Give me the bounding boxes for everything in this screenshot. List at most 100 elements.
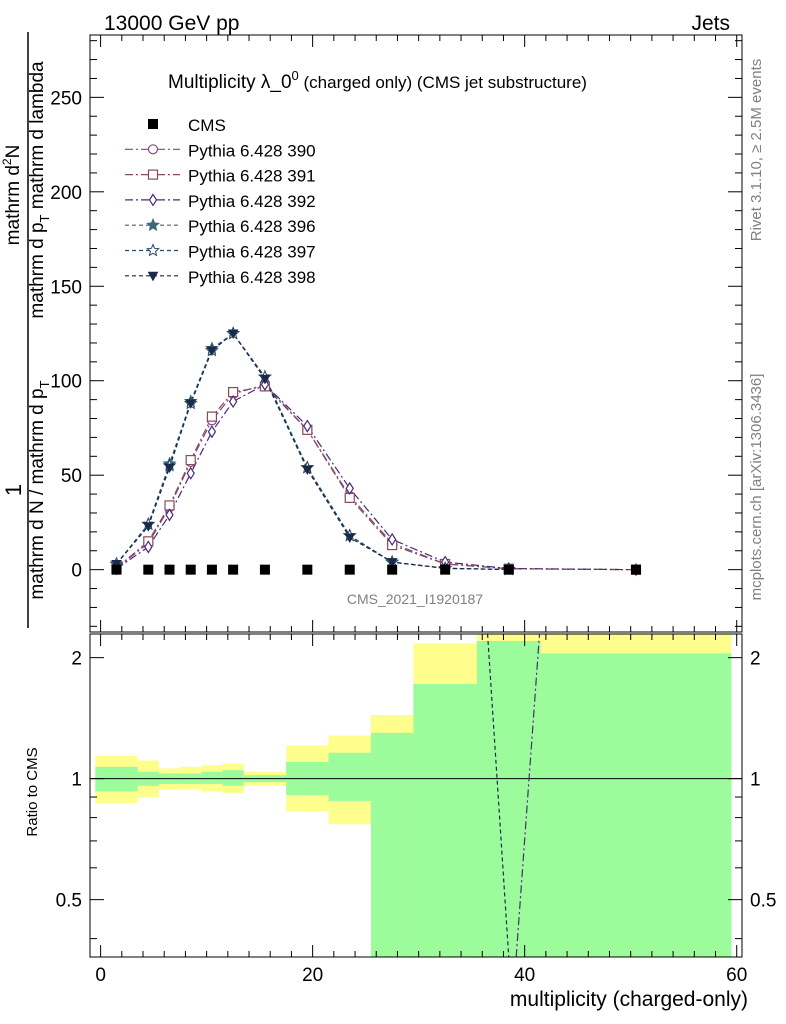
mcplots-label: mcplots.cern.ch [arXiv:1306.3436] bbox=[748, 374, 765, 601]
series-5-point-2 bbox=[164, 463, 175, 474]
ylabel-dp-sub: T bbox=[37, 214, 52, 222]
series-5-point-3 bbox=[185, 399, 197, 409]
cms-point-7 bbox=[302, 564, 313, 575]
ratio-stat-band-8 bbox=[328, 752, 371, 801]
ylabel-d2n-rest: N bbox=[3, 145, 24, 159]
legend-marker-2 bbox=[148, 193, 158, 207]
ratio-ytick-label-right-2: 2 bbox=[750, 649, 761, 670]
ylabel-d2n: mathrm d2N bbox=[0, 145, 24, 246]
series-line-1 bbox=[116, 385, 636, 571]
legend-label-1: Pythia 6.428 391 bbox=[188, 167, 316, 186]
series-2-point-8 bbox=[345, 481, 354, 496]
legend-label-3: Pythia 6.428 396 bbox=[188, 217, 316, 236]
cms-point-11 bbox=[503, 564, 514, 575]
ratio-stat-band-4 bbox=[201, 771, 223, 784]
series-2-point-7 bbox=[303, 419, 312, 433]
main-ytick-label-200: 200 bbox=[50, 183, 82, 204]
ratio-ytick-label-left-0.5: 0.5 bbox=[56, 891, 82, 912]
series-5-point-9 bbox=[386, 558, 398, 568]
analysis-watermark: CMS_2021_I1920187 bbox=[347, 591, 483, 607]
cms-point-12 bbox=[630, 564, 641, 575]
series-1-point-3 bbox=[185, 454, 196, 466]
legend-marker-3 bbox=[146, 217, 160, 232]
legend-marker-5 bbox=[147, 271, 159, 282]
x-tick-label-20: 20 bbox=[302, 965, 323, 986]
legend-label-4: Pythia 6.428 397 bbox=[188, 243, 316, 262]
rivet-label: Rivet 3.1.10, ≥ 2.5M events bbox=[748, 59, 765, 242]
cms-point-1 bbox=[143, 564, 154, 575]
ylabel-denominator-text: mathrm d N / mathrm d p bbox=[27, 388, 48, 599]
series-2-point-2 bbox=[165, 508, 174, 522]
legend-marker-4 bbox=[146, 243, 160, 257]
series-5-point-1 bbox=[142, 522, 154, 532]
ratio-frame bbox=[89, 633, 743, 958]
legend-marker-cms bbox=[148, 119, 158, 129]
cms-point-0 bbox=[111, 564, 122, 575]
series-2-point-6 bbox=[260, 377, 270, 392]
ratio-ytick-label-left-2: 2 bbox=[71, 649, 82, 670]
series-5-point-7 bbox=[301, 465, 313, 476]
series-5-point-5 bbox=[227, 329, 239, 340]
legend-marker-1 bbox=[147, 169, 159, 180]
header-left-text: 13000 GeV pp bbox=[104, 12, 239, 35]
series-line-2 bbox=[116, 383, 636, 571]
ratio-mc-line-1 bbox=[515, 633, 541, 958]
plot-title: Multiplicity λ_00 (charged only) (CMS je… bbox=[168, 68, 587, 93]
ratio-ytick-label-left-1: 1 bbox=[71, 770, 82, 791]
cms-point-4 bbox=[206, 564, 217, 575]
ylabel-dlambda: mathrm d lambda bbox=[27, 61, 48, 215]
plot-title-sup: 0 bbox=[292, 68, 299, 83]
legend-marker-0 bbox=[147, 144, 159, 155]
ratio-ytick-label-right-1: 1 bbox=[750, 770, 761, 791]
main-plot: 0 50 100 150 200 250 CMS Pythia 6.428 390 Pythia… bbox=[50, 34, 743, 633]
ratio-plot: 0 20 40 60 0.5 0.5 1 1 2 2 bbox=[56, 633, 776, 986]
series-line-0 bbox=[116, 383, 636, 571]
legend-label-5: Pythia 6.428 398 bbox=[188, 268, 316, 287]
legend-label-cms: CMS bbox=[188, 116, 226, 135]
x-tick-label-0: 0 bbox=[95, 965, 106, 986]
header-right-text: Jets bbox=[691, 12, 730, 35]
series-5-point-6 bbox=[259, 374, 271, 385]
ratio-stat-band-9 bbox=[370, 732, 414, 957]
series-2-point-5 bbox=[228, 394, 238, 409]
series-5-point-8 bbox=[344, 533, 356, 544]
cms-point-10 bbox=[440, 564, 451, 575]
cms-point-5 bbox=[228, 564, 239, 575]
main-ytick-label-100: 100 bbox=[50, 372, 82, 393]
series-1-point-4 bbox=[206, 411, 218, 422]
legend-label-0: Pythia 6.428 390 bbox=[188, 141, 316, 160]
cms-point-3 bbox=[185, 564, 196, 575]
main-ytick-label-50: 50 bbox=[61, 466, 82, 487]
series-2-point-9 bbox=[387, 532, 397, 547]
ylabel-numerator-1: 1 bbox=[1, 484, 26, 496]
ylabel-denominator-sub: T bbox=[37, 380, 52, 388]
x-tick-label-60: 60 bbox=[726, 965, 747, 986]
main-y-axis-label: 1 mathrm d N / mathrm d pT mathrm d2N ma… bbox=[0, 32, 52, 628]
cms-point-8 bbox=[344, 564, 355, 575]
series-5-point-4 bbox=[206, 346, 218, 357]
cms-point-2 bbox=[164, 564, 175, 575]
ylabel-dp-dlambda: mathrm d pT mathrm d lambda bbox=[27, 61, 52, 319]
main-ytick-label-150: 150 bbox=[50, 277, 82, 298]
x-axis-label: multiplicity (charged-only) bbox=[510, 988, 748, 1011]
ylabel-d2n-prefix: mathrm d bbox=[3, 165, 24, 245]
legend-label-2: Pythia 6.428 392 bbox=[188, 192, 316, 211]
series-line-5 bbox=[116, 332, 509, 571]
ratio-mc-line-0 bbox=[486, 633, 510, 958]
series-5-point-0 bbox=[111, 559, 122, 570]
ylabel-denominator: mathrm d N / mathrm d pT bbox=[27, 380, 52, 599]
ylabel-dp: mathrm d p bbox=[27, 222, 48, 318]
main-ytick-label-0: 0 bbox=[71, 561, 82, 582]
ratio-ytick-label-right-0.5: 0.5 bbox=[750, 891, 776, 912]
cms-point-9 bbox=[387, 564, 398, 575]
ratio-stat-band-5 bbox=[222, 770, 244, 786]
series-2-point-1 bbox=[144, 540, 153, 554]
cms-point-6 bbox=[259, 564, 270, 575]
main-ytick-label-250: 250 bbox=[50, 88, 82, 109]
plot-title-main: Multiplicity λ_0 bbox=[168, 72, 292, 93]
ylabel-d2n-sup: 2 bbox=[0, 158, 14, 165]
plot-title-sub: (charged only) (CMS jet substructure) bbox=[299, 73, 587, 92]
ratio-stat-band-12 bbox=[540, 653, 732, 957]
ratio-stat-band-11 bbox=[476, 640, 541, 957]
